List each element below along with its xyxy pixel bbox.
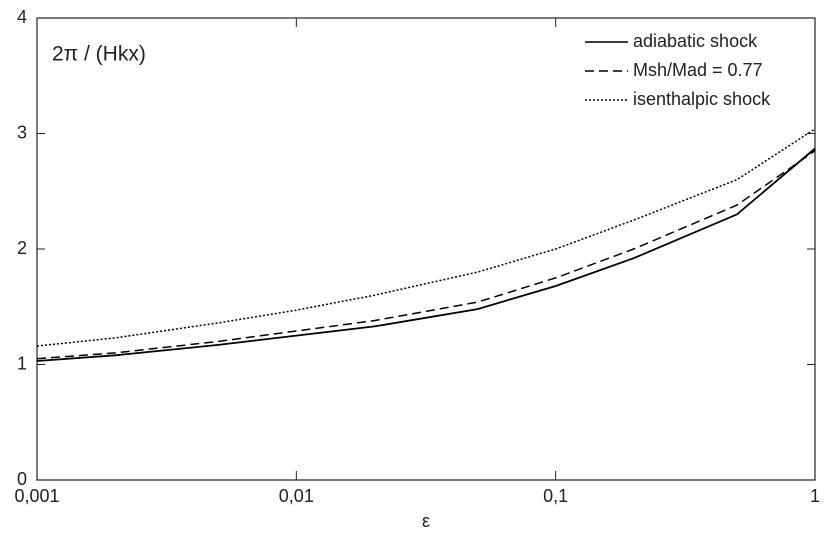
legend-label: isenthalpic shock <box>633 89 771 109</box>
y-tick-label: 0 <box>17 469 27 489</box>
x-tick-label: 1 <box>810 486 820 506</box>
x-tick-label: 0,001 <box>14 486 59 506</box>
series-line <box>36 150 816 360</box>
y-tick-label: 2 <box>17 238 27 258</box>
x-axis-label: ε <box>422 511 430 531</box>
x-tick-label: 0,01 <box>279 486 314 506</box>
y-tick-label: 3 <box>17 122 27 142</box>
series-line <box>36 147 816 362</box>
y-tick-label: 1 <box>17 353 27 373</box>
legend-label: Msh/Mad = 0.77 <box>633 60 763 80</box>
series-line <box>36 128 816 347</box>
legend-label: adiabatic shock <box>633 31 758 51</box>
y-tick-label: 4 <box>17 7 27 27</box>
plot-frame <box>36 17 816 481</box>
chart-title: 2π / (Hkx) <box>52 43 146 66</box>
x-tick-label: 0,1 <box>543 486 568 506</box>
